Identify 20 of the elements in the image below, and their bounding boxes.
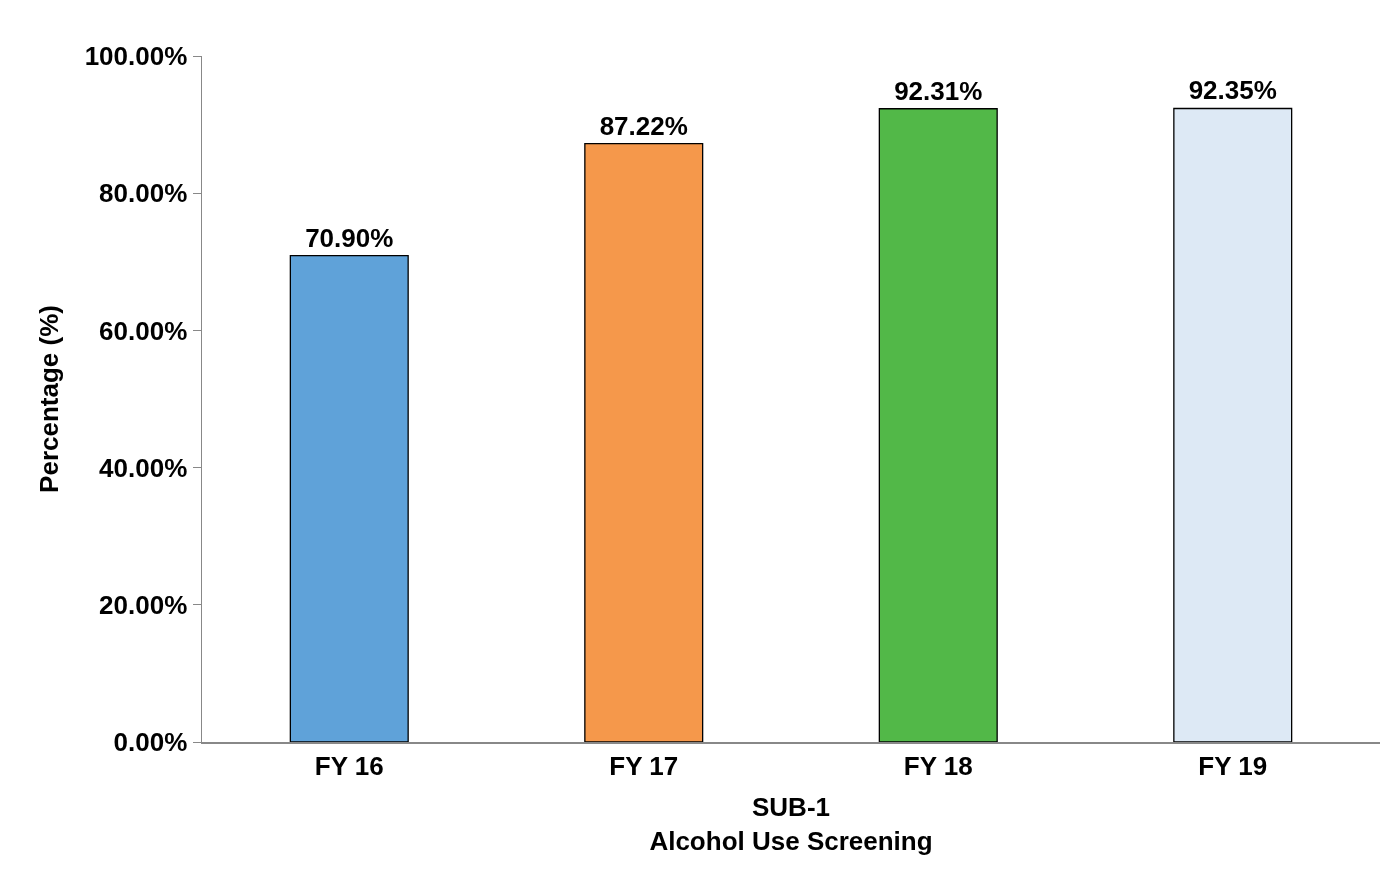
y-tick-label: 0.00% (113, 727, 188, 758)
y-tick-label: 20.00% (99, 589, 188, 620)
x-tick-label: FY 17 (609, 750, 679, 781)
y-tick-label: 40.00% (99, 452, 188, 483)
data-label: 92.31% (894, 75, 983, 106)
data-label: 70.90% (305, 222, 394, 253)
y-tick-label: 80.00% (99, 178, 188, 209)
data-label: 87.22% (599, 110, 688, 141)
bar (584, 143, 704, 742)
y-axis-title: Percentage (%) (34, 305, 65, 493)
y-tick-label: 60.00% (99, 315, 188, 346)
x-axis-title: SUB-1 Alcohol Use Screening (649, 792, 933, 856)
data-label: 92.35% (1188, 75, 1277, 106)
bar (1173, 107, 1293, 742)
x-tick-label: FY 16 (314, 750, 384, 781)
bar (878, 108, 998, 742)
x-tick-label: FY 18 (903, 750, 973, 781)
bar (289, 254, 409, 742)
y-tick-label: 100.00% (84, 41, 188, 72)
x-tick-label: FY 19 (1198, 750, 1268, 781)
